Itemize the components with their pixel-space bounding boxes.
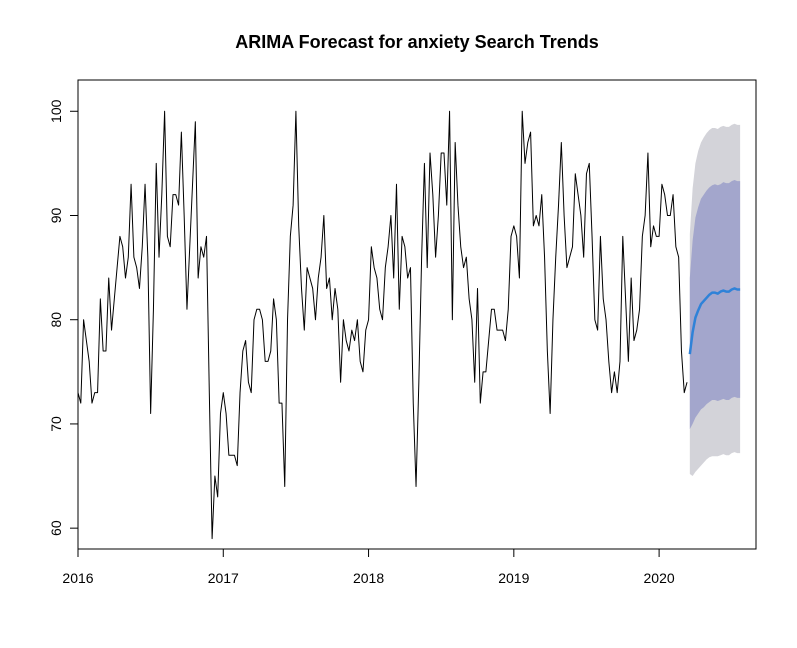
- x-tick-label: 2019: [498, 570, 529, 586]
- y-axis: 60 70 80 90 100: [48, 99, 79, 536]
- ci80-band: [689, 180, 741, 430]
- x-tick-label: 2016: [62, 570, 93, 586]
- ci80-band-layer: [689, 180, 741, 430]
- x-tick-label: 2018: [353, 570, 384, 586]
- y-tick-label: 70: [48, 416, 64, 432]
- forecast-series-line: [688, 287, 741, 355]
- chart-title: ARIMA Forecast for anxiety Search Trends: [235, 32, 598, 52]
- y-tick-label: 90: [48, 207, 64, 223]
- observed-series-line: [77, 110, 688, 540]
- x-tick-label: 2017: [208, 570, 239, 586]
- x-tick-label: 2020: [644, 570, 675, 586]
- observed-series-layer: [77, 110, 688, 540]
- y-tick-label: 100: [48, 99, 64, 123]
- y-tick-label: 80: [48, 312, 64, 328]
- plot-frame: [77, 79, 757, 550]
- forecast-series-layer: [688, 287, 741, 355]
- x-axis: 2016 2017 2018 2019 2020: [62, 548, 675, 586]
- y-tick-label: 60: [48, 520, 64, 536]
